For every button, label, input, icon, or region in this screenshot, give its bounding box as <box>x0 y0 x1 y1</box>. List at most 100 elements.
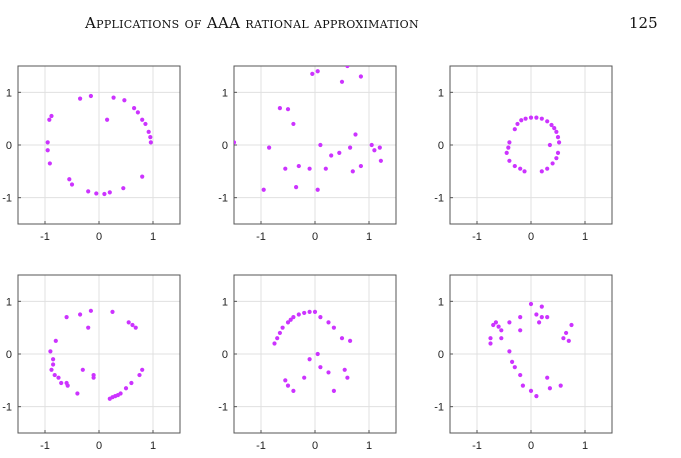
scatter-point <box>88 93 93 99</box>
scatter-point <box>315 69 320 74</box>
scatter-point <box>545 119 550 124</box>
y-tick-label: -1 <box>434 402 444 414</box>
scatter-point <box>348 338 353 343</box>
scatter-point <box>545 315 550 320</box>
scatter-point <box>118 391 123 396</box>
scatter-point <box>507 349 512 354</box>
scatter-point <box>310 71 315 76</box>
scatter-point <box>369 142 374 148</box>
y-tick-label: -1 <box>218 402 228 414</box>
scatter-point <box>56 375 61 380</box>
scatter-point <box>539 304 544 309</box>
x-tick-label: 1 <box>366 440 372 452</box>
y-tick-label: 1 <box>6 296 12 308</box>
scatter-point <box>312 309 318 314</box>
page-number: 125 <box>629 14 658 32</box>
scatter-point <box>291 315 296 320</box>
scatter-point <box>302 310 307 316</box>
scatter-point <box>554 156 559 161</box>
y-tick-label: 1 <box>438 87 444 99</box>
scatter-point <box>348 145 353 150</box>
scatter-point <box>561 336 566 341</box>
scatter-points <box>504 115 562 174</box>
scatter-point <box>283 378 288 383</box>
scatter-point <box>267 145 272 150</box>
scatter-panel-1: -1 0 1 1 0 -1 <box>2 65 181 243</box>
scatter-point <box>554 129 559 134</box>
scatter-point <box>105 117 110 122</box>
scatter-point <box>342 367 347 372</box>
scatter-point <box>518 315 523 320</box>
y-tick-label: 0 <box>222 140 228 152</box>
scatter-point <box>86 325 91 330</box>
scatter-point <box>504 150 509 155</box>
x-tick-label: 0 <box>528 440 534 452</box>
y-tick-label: 0 <box>438 140 444 152</box>
scatter-point <box>337 150 342 155</box>
scatter-point <box>53 338 58 343</box>
running-title: Applications of AAA rational approximati… <box>85 14 419 32</box>
scatter-point <box>507 158 512 163</box>
scatter-point <box>493 320 498 325</box>
y-tick-label: 0 <box>438 349 444 361</box>
scatter-point <box>296 163 301 169</box>
scatter-point <box>130 322 135 328</box>
scatter-point <box>488 336 493 341</box>
x-tick-label: 1 <box>366 231 372 243</box>
scatter-point <box>519 118 524 123</box>
scatter-point <box>378 158 383 163</box>
y-tick-label: -1 <box>2 402 12 414</box>
scatter-point <box>549 122 554 128</box>
scatter-point <box>291 388 296 393</box>
scatter-point <box>318 142 323 148</box>
scatter-point <box>518 372 523 378</box>
scatter-point <box>307 166 312 171</box>
scatter-point <box>555 150 561 155</box>
y-tick-label: 0 <box>222 349 228 361</box>
x-tick-label: 1 <box>150 440 156 452</box>
scatter-point <box>509 359 515 364</box>
scatter-point <box>143 121 148 127</box>
scatter-point <box>307 309 312 314</box>
scatter-point <box>110 309 115 314</box>
scatter-point <box>45 140 50 145</box>
scatter-point <box>326 320 331 325</box>
scatter-panel-6: -1 0 1 1 0 -1 <box>434 274 613 452</box>
scatter-point <box>49 367 54 372</box>
scatter-point <box>515 121 520 127</box>
scatter-point <box>126 320 131 325</box>
scatter-point <box>520 383 526 388</box>
scatter-point <box>564 330 569 336</box>
scatter-point <box>107 190 112 195</box>
scatter-point <box>64 315 69 320</box>
scatter-point <box>528 301 534 307</box>
scatter-point <box>547 142 553 148</box>
scatter-point <box>496 324 501 329</box>
scatter-point <box>291 121 296 127</box>
scatter-point <box>261 187 266 192</box>
x-tick-label: -1 <box>256 440 266 452</box>
scatter-point <box>350 169 355 174</box>
scatter-point <box>331 388 336 393</box>
scatter-point <box>78 96 83 101</box>
scatter-point <box>280 325 285 330</box>
scatter-point <box>512 365 517 370</box>
scatter-point <box>307 357 312 362</box>
scatter-point <box>512 127 517 132</box>
scatter-point <box>91 375 96 380</box>
scatter-point <box>507 140 512 145</box>
scatter-point <box>288 317 293 322</box>
x-tick-label: -1 <box>40 231 50 243</box>
x-tick-label: -1 <box>472 440 482 452</box>
scatter-point <box>88 308 93 313</box>
scatter-point <box>345 66 350 69</box>
scatter-point <box>129 380 134 386</box>
scatter-panel-5: -1 0 1 1 0 -1 <box>218 274 397 452</box>
scatter-point <box>555 135 561 140</box>
scatter-point <box>67 177 72 182</box>
scatter-point <box>59 380 64 386</box>
scatter-point <box>315 187 320 192</box>
y-tick-label: 0 <box>6 349 12 361</box>
scatter-point <box>552 126 557 131</box>
scatter-point <box>65 383 70 388</box>
